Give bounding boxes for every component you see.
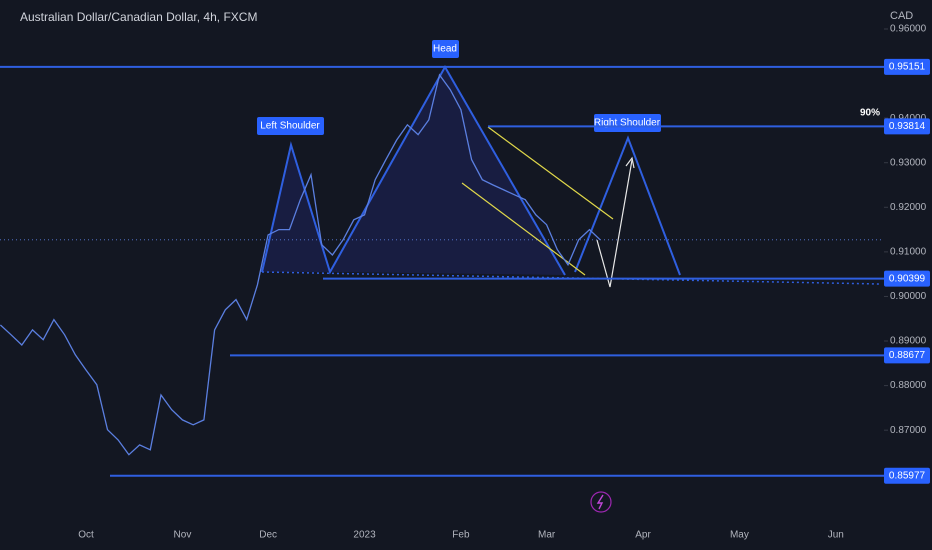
x-tick-label: May [730, 530, 749, 541]
head-fill [330, 67, 565, 275]
event-icon[interactable] [590, 491, 612, 513]
x-tick-label: Jun [828, 530, 844, 541]
pattern [261, 64, 881, 288]
y-tick-label: 0.90000 [890, 291, 927, 302]
chart-title: Australian Dollar/Canadian Dollar, 4h, F… [20, 10, 257, 24]
dotted-neckline [261, 271, 881, 285]
label-box [432, 40, 459, 58]
x-tick-label: Oct [78, 530, 94, 541]
x-tick-label: Mar [538, 530, 556, 541]
x-tick-label: Dec [259, 530, 277, 541]
event-bolt [596, 494, 604, 510]
level-label: 0.93814 [889, 121, 926, 132]
percent-label: 90% [860, 108, 880, 119]
level-box [884, 270, 930, 287]
head-label: Head [433, 44, 457, 55]
y-tick-label: 0.88000 [890, 380, 927, 391]
x-tick-label: 2023 [353, 530, 376, 541]
right-shoulder-label: Right Shoulder [594, 118, 661, 129]
label-box [594, 114, 661, 132]
y-tick-label: 0.92000 [890, 202, 927, 213]
y-tick-label: 0.96000 [890, 24, 927, 35]
x-tick-label: Nov [174, 530, 192, 541]
level-label: 0.95151 [889, 61, 926, 72]
projection-arrow [596, 159, 633, 288]
currency: CAD [890, 10, 913, 22]
y-tick-label: 0.87000 [890, 425, 927, 436]
x-tick-label: Feb [452, 530, 470, 541]
channel-top [487, 126, 614, 220]
y-tick-label: 0.94000 [890, 113, 927, 124]
pattern-line [261, 64, 566, 276]
price-line [0, 73, 601, 456]
level-box [884, 347, 930, 364]
x-tick-label: Apr [635, 530, 651, 541]
left-shoulder-fill [262, 145, 330, 272]
level-label: 0.88677 [889, 350, 926, 361]
left-shoulder-label: Left Shoulder [260, 121, 320, 132]
level-label: 0.85977 [889, 470, 926, 481]
level-label: 0.90399 [889, 273, 926, 284]
arrow-head [625, 156, 635, 169]
level-box [884, 467, 930, 484]
label-box [257, 117, 324, 135]
y-tick-label: 0.91000 [890, 247, 927, 258]
level-box [884, 58, 930, 75]
level-box [884, 118, 930, 135]
y-tick-label: 0.89000 [890, 336, 927, 347]
annotation: Left Shoulder Head Right Shoulder [257, 40, 661, 135]
y-tick-label: 0.93000 [890, 157, 927, 168]
right-shoulder-line [574, 135, 681, 276]
